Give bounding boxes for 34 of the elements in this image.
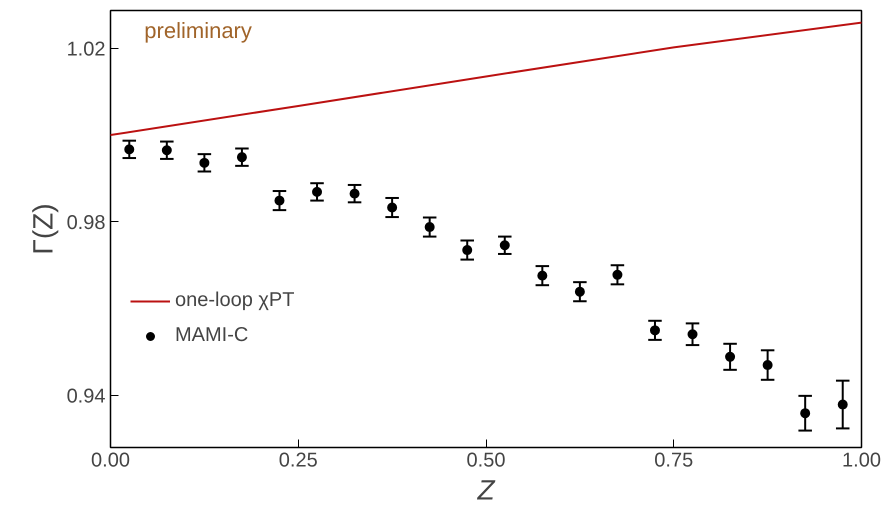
point bbox=[574, 286, 585, 297]
point bbox=[688, 329, 698, 340]
point bbox=[650, 325, 660, 336]
x-tick-label: 0.50 bbox=[466, 450, 506, 472]
y-tick-label: 1.02 bbox=[66, 38, 106, 60]
y-tick-label: 0.98 bbox=[66, 212, 106, 234]
point bbox=[199, 158, 210, 168]
point bbox=[725, 352, 736, 362]
x-axis-title: Z bbox=[476, 474, 496, 506]
line-series bbox=[110, 22, 862, 136]
point bbox=[462, 245, 472, 256]
legend-label: MAMI-C bbox=[175, 324, 248, 347]
point bbox=[537, 270, 548, 281]
point bbox=[162, 145, 172, 156]
x-tick-label: 0.00 bbox=[91, 450, 130, 472]
point bbox=[274, 196, 284, 206]
x-tick-label: 1.00 bbox=[842, 450, 881, 472]
point bbox=[500, 240, 510, 250]
point bbox=[762, 360, 773, 370]
point bbox=[424, 222, 435, 232]
x-tick-label: 0.25 bbox=[278, 450, 318, 472]
point bbox=[387, 202, 398, 213]
y-axis-title: Γ(Z) bbox=[28, 203, 59, 255]
legend-label: one-loop χPT bbox=[175, 289, 294, 312]
point bbox=[312, 186, 322, 197]
point bbox=[350, 188, 360, 199]
point bbox=[124, 144, 134, 154]
y-tick-label: 0.94 bbox=[66, 385, 106, 408]
point bbox=[612, 270, 622, 280]
point bbox=[800, 408, 810, 418]
x-tick-label: 0.75 bbox=[654, 450, 694, 472]
point bbox=[838, 400, 848, 410]
point bbox=[236, 152, 247, 162]
annotation: preliminary bbox=[144, 18, 252, 44]
